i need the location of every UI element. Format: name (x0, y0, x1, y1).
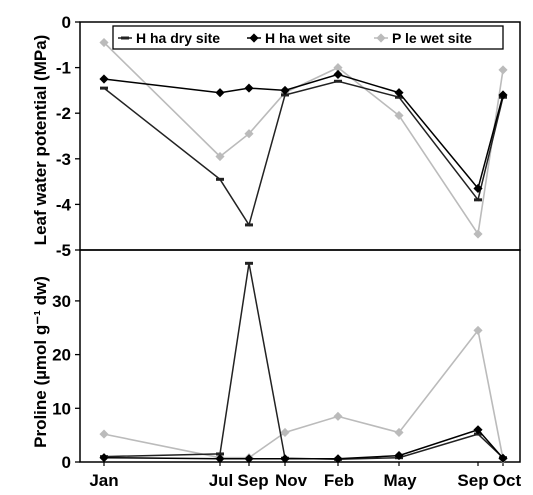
x-tick-label: Nov (275, 471, 308, 490)
data-point (473, 425, 483, 435)
data-point (280, 427, 290, 438)
top-y-tick-label: 0 (62, 13, 71, 32)
top-series-line (103, 73, 504, 190)
data-point (215, 151, 225, 162)
data-point (498, 65, 508, 75)
data-point (280, 454, 290, 464)
data-point (333, 411, 343, 421)
data-point (99, 453, 109, 463)
data-point (249, 33, 259, 43)
data-point (280, 85, 290, 95)
data-point (473, 325, 483, 336)
x-tick-label: Jan (89, 471, 118, 490)
data-point (474, 198, 482, 202)
legend-item-2: P le wet site (374, 30, 472, 46)
data-point (99, 74, 109, 84)
top-series-line (103, 41, 504, 237)
data-point (244, 129, 254, 139)
data-point (244, 83, 254, 93)
data-point (216, 177, 224, 181)
data-point (99, 429, 109, 439)
data-point (215, 454, 225, 464)
data-point (498, 453, 508, 463)
data-point (333, 454, 343, 464)
legend-item-1: H ha wet site (247, 30, 351, 46)
bottom-series-line (103, 328, 504, 459)
top-y-tick-label: -5 (56, 241, 71, 260)
bottom-y-tick-label: 10 (52, 399, 71, 418)
x-tick-label: Feb (324, 471, 354, 490)
data-point (216, 452, 224, 456)
data-point (244, 454, 254, 464)
bottom-y-axis-title: Proline (µmol g⁻¹ dw) (31, 276, 50, 448)
x-tick-label: May (383, 471, 417, 490)
legend-label: H ha dry site (136, 30, 220, 46)
legend: H ha dry site H ha wet site P le wet site (112, 25, 504, 50)
bottom-y-tick-label: 30 (52, 292, 71, 311)
bottom-y-tick-label: 20 (52, 346, 71, 365)
legend-label: P le wet site (392, 30, 472, 46)
data-point (394, 88, 404, 98)
x-tick-label: Sep (457, 471, 488, 490)
data-point (498, 90, 508, 100)
data-point (394, 427, 404, 438)
data-point (333, 69, 343, 80)
data-point (334, 79, 342, 83)
bottom-series-line (103, 428, 504, 460)
legend-item-0: H ha dry site (118, 30, 220, 46)
top-y-tick-label: -1 (56, 59, 71, 78)
data-point (100, 86, 108, 90)
data-point (215, 88, 225, 98)
top-y-tick-label: -3 (56, 150, 71, 169)
bottom-panel-border (79, 249, 521, 463)
data-point (394, 110, 404, 121)
legend-box (112, 25, 504, 50)
data-point (99, 37, 109, 48)
top-y-tick-label: -2 (56, 104, 71, 123)
x-tick-label: Jul (209, 471, 234, 490)
legend-label: H ha wet site (265, 30, 351, 46)
x-tick-label: Oct (493, 471, 522, 490)
x-tick-label: Sep (237, 471, 268, 490)
data-point (245, 223, 253, 227)
top-y-axis-title: Leaf water potential (MPa) (31, 35, 50, 246)
series-layer (99, 37, 508, 464)
bottom-y-tick-label: 0 (62, 453, 71, 472)
top-series-line (103, 80, 504, 227)
data-point (394, 450, 404, 461)
data-point (121, 36, 129, 40)
top-y-tick-label: -4 (56, 195, 72, 214)
data-point (473, 183, 483, 194)
top-series-1 (99, 69, 508, 194)
data-point (245, 261, 253, 265)
top-series-2 (99, 37, 508, 239)
data-point (473, 229, 483, 239)
bottom-series-1 (99, 425, 508, 464)
data-point (376, 33, 386, 43)
plot-frame (79, 21, 521, 463)
